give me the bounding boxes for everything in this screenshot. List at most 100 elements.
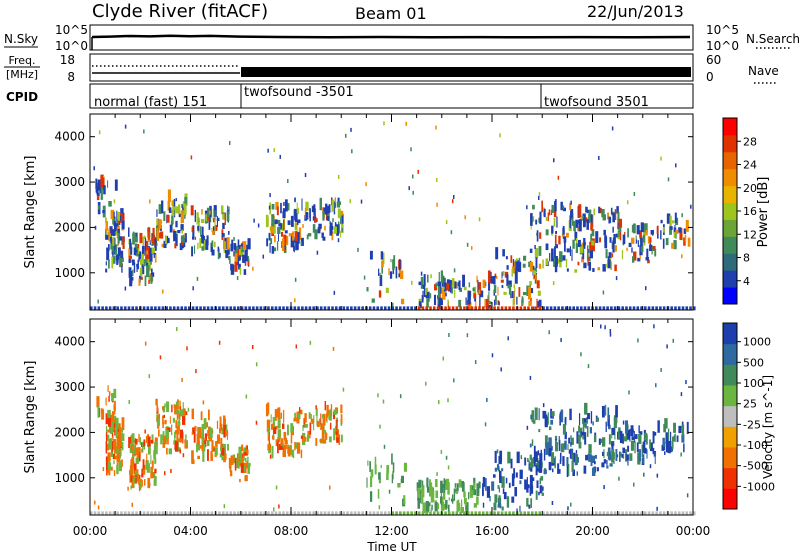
scatter-cell: [494, 494, 498, 503]
scatter-cell: [611, 431, 613, 439]
ground-scatter-cell: [123, 306, 127, 311]
ground-scatter-cell: [316, 511, 319, 516]
scatter-cell: [236, 453, 241, 465]
ground-scatter-cell: [157, 306, 161, 311]
scatter-cell: [183, 203, 187, 215]
scatter-cell: [97, 205, 100, 210]
scatter-cell: [314, 229, 318, 240]
scatter-cell: [138, 451, 141, 462]
scatter-cell: [150, 268, 153, 273]
ground-scatter-cell: [530, 511, 534, 516]
noise-cell: [410, 147, 412, 152]
ground-scatter-cell: [410, 511, 413, 516]
scatter-cell: [169, 416, 171, 424]
scatter-cell: [459, 287, 463, 292]
scatter-cell: [224, 249, 227, 254]
scatter-cell: [622, 447, 626, 454]
scatter-cell: [608, 434, 611, 445]
scatter-cell: [589, 241, 592, 254]
ground-scatter-cell: [391, 511, 395, 516]
colorbar-segment: [723, 185, 737, 204]
noise-cell: [450, 230, 453, 235]
scatter-cell: [498, 487, 500, 493]
noise-cell: [527, 458, 529, 463]
scatter-cell: [457, 499, 460, 506]
scatter-cell: [495, 295, 497, 305]
scatter-cell: [117, 427, 119, 433]
scatter-cell: [336, 421, 338, 430]
scatter-cell: [310, 414, 312, 423]
colorbar-tick-label: -500: [743, 460, 768, 473]
scatter-cell: [564, 440, 567, 450]
ground-scatter-cell: [146, 511, 150, 516]
noise-cell: [609, 332, 612, 337]
scatter-cell: [211, 227, 213, 233]
scatter-cell: [241, 246, 245, 253]
scatter-cell: [589, 427, 592, 434]
scatter-cell: [621, 250, 624, 260]
scatter-cell: [572, 453, 574, 467]
scatter-cell: [469, 290, 471, 301]
scatter-cell: [340, 230, 342, 238]
scatter-cell: [151, 272, 155, 277]
ground-scatter-cell: [677, 511, 681, 516]
scatter-cell: [276, 241, 279, 251]
scatter-cell: [536, 301, 540, 308]
nsearch-label: N.Search: [746, 32, 800, 46]
scatter-cell: [528, 261, 532, 268]
scatter-cell: [526, 484, 529, 493]
noise-cell: [186, 346, 188, 351]
ground-scatter-cell: [342, 511, 346, 516]
scatter-cell: [158, 232, 161, 239]
power-cells: [90, 121, 696, 311]
noise-cell: [534, 244, 536, 249]
scatter-cell: [574, 269, 578, 273]
scatter-cell: [523, 255, 527, 261]
scatter-cell: [444, 484, 447, 490]
scatter-cell: [105, 456, 108, 465]
scatter-cell: [543, 469, 547, 474]
scatter-cell: [519, 505, 521, 512]
noise-cell: [179, 449, 182, 454]
noise-cell: [498, 301, 500, 306]
scatter-cell: [482, 502, 485, 508]
scatter-cell: [460, 499, 463, 512]
noise-cell: [162, 289, 164, 294]
scatter-cell: [615, 448, 618, 462]
velocity-ylabel: Slant Range [km]: [23, 361, 38, 474]
scatter-cell: [297, 207, 299, 215]
scatter-cell: [99, 189, 102, 194]
scatter-cell: [147, 436, 151, 447]
scatter-cell: [486, 486, 491, 498]
scatter-cell: [110, 209, 115, 220]
scatter-cell: [578, 441, 582, 449]
scatter-cell: [114, 429, 116, 436]
noise-cell: [690, 204, 692, 209]
scatter-cell: [120, 250, 124, 259]
scatter-cell: [607, 407, 610, 420]
scatter-cell: [289, 444, 292, 456]
scatter-cell: [242, 241, 247, 250]
ground-scatter-cell: [101, 306, 104, 311]
scatter-cell: [647, 259, 650, 264]
scatter-cell: [536, 280, 540, 289]
scatter-cell: [156, 228, 159, 239]
scatter-cell: [294, 412, 297, 419]
scatter-cell: [152, 227, 155, 240]
scatter-cell: [176, 425, 180, 435]
scatter-cell: [526, 477, 528, 486]
scatter-cell: [660, 219, 663, 224]
ground-scatter-cell: [500, 511, 504, 516]
scatter-cell: [309, 208, 311, 222]
scatter-cell: [379, 274, 383, 287]
scatter-cell: [197, 455, 200, 460]
scatter-cell: [150, 275, 153, 284]
ground-scatter-cell: [308, 306, 312, 311]
scatter-cell: [663, 446, 666, 451]
noise-cell: [496, 449, 499, 454]
scatter-cell: [271, 246, 275, 254]
ground-scatter-cell: [244, 511, 248, 516]
scatter-cell: [431, 486, 434, 499]
ground-scatter-cell: [659, 511, 662, 516]
noise-cell: [552, 158, 555, 163]
